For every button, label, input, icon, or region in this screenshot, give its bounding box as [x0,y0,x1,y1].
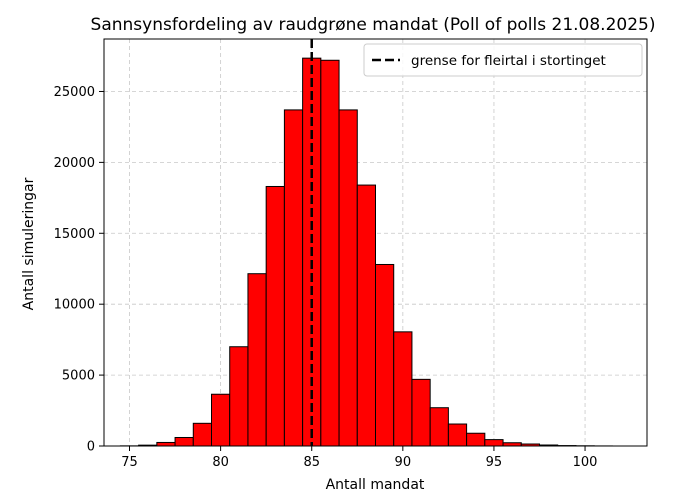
x-tick-label: 100 [573,455,598,470]
histogram-bar [429,407,449,447]
x-tick-label: 90 [395,455,412,470]
histogram-bar [156,441,176,447]
histogram-bar [393,331,413,447]
axis-ticks: 75 80 85 90 95 100 0 5000 10000 15000 20000 25000 [54,85,598,470]
y-tick-label: 25000 [54,85,95,100]
y-axis-label: Antall simuleringar [21,177,37,310]
histogram-bar [411,378,431,447]
histogram-bar [211,393,231,447]
histogram-bar [375,263,395,447]
y-tick-label: 0 [87,440,95,455]
histogram-bar [265,185,285,447]
plot-area-frame [103,38,648,447]
histogram-bar [466,432,486,447]
y-tick-label: 10000 [54,298,95,313]
histogram-bar [447,423,468,447]
x-axis-label: Antall mandat [326,477,425,493]
x-tick-label: 75 [121,455,138,470]
histogram-bar [484,439,504,447]
y-tick-label: 20000 [54,156,95,171]
legend-label: grense for fleirtal i stortinget [411,53,606,69]
histogram-bar [247,273,267,447]
x-tick-label: 80 [212,455,229,470]
histogram-bar [356,184,377,447]
x-tick-label: 95 [486,455,503,470]
histogram-bar [192,422,213,447]
histogram-bar [338,109,358,447]
y-tick-label: 5000 [62,369,95,384]
histogram-bar [174,436,194,447]
legend-box [363,43,643,77]
legend: grense for fleirtal i stortinget [363,43,643,77]
histogram-bars [119,57,613,447]
histogram-bar [229,346,249,447]
chart-title: Sannsynsfordeling av raudgrøne mandat (P… [91,15,656,35]
x-tick-label: 85 [303,455,320,470]
y-tick-label: 15000 [54,227,95,242]
histogram-bar [283,109,304,447]
histogram-bar [320,59,340,447]
